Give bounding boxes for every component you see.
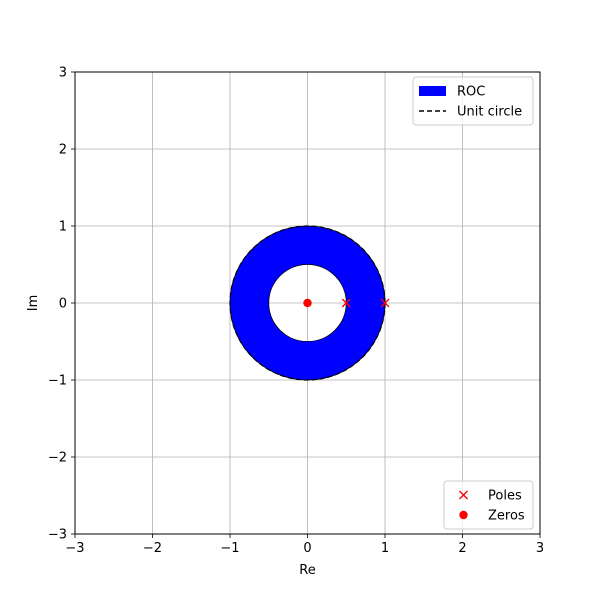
marks: [303, 298, 390, 308]
y-tick-label: 1: [59, 220, 67, 235]
pole-marker: [380, 298, 390, 308]
y-tick-label: −1: [48, 374, 67, 389]
pole-marker-stroke: [341, 298, 351, 308]
x-tick-label: 1: [381, 541, 389, 556]
ticks: −3 −2 −1 0 1 2 3 −3 −2 −1 0 1 2 3: [48, 66, 544, 557]
x-tick-label: 3: [536, 541, 544, 556]
y-tick-label: 3: [59, 66, 67, 81]
y-tick-label: −2: [48, 451, 67, 466]
zero-marker: [303, 298, 312, 308]
y-axis-label: Im: [26, 295, 41, 312]
legend-label: Poles: [488, 489, 522, 504]
legend-swatch-roc: [419, 86, 446, 96]
pole-marker: [341, 298, 351, 308]
legend-label: ROC: [457, 85, 485, 100]
x-axis-label: Re: [299, 563, 315, 578]
legend-label: Unit circle: [457, 105, 522, 120]
y-tick-label: −3: [48, 528, 67, 543]
pole-marker-stroke: [380, 298, 390, 308]
x-tick-label: 2: [458, 541, 466, 556]
legend-swatch-poles: [459, 490, 468, 500]
legend-poles-zeros: Poles Zeros: [443, 480, 534, 530]
legend-label: Zeros: [488, 509, 525, 524]
legend-roc-unit-circle: ROC Unit circle: [412, 76, 534, 126]
x-tick-label: −3: [65, 541, 84, 556]
x-tick-label: −2: [143, 541, 162, 556]
x-tick-label: 0: [303, 541, 311, 556]
x-tick-label: −1: [220, 541, 239, 556]
y-tick-label: 0: [59, 297, 67, 312]
y-tick-label: 2: [59, 143, 67, 158]
legend-swatch-zeros: [459, 510, 468, 520]
